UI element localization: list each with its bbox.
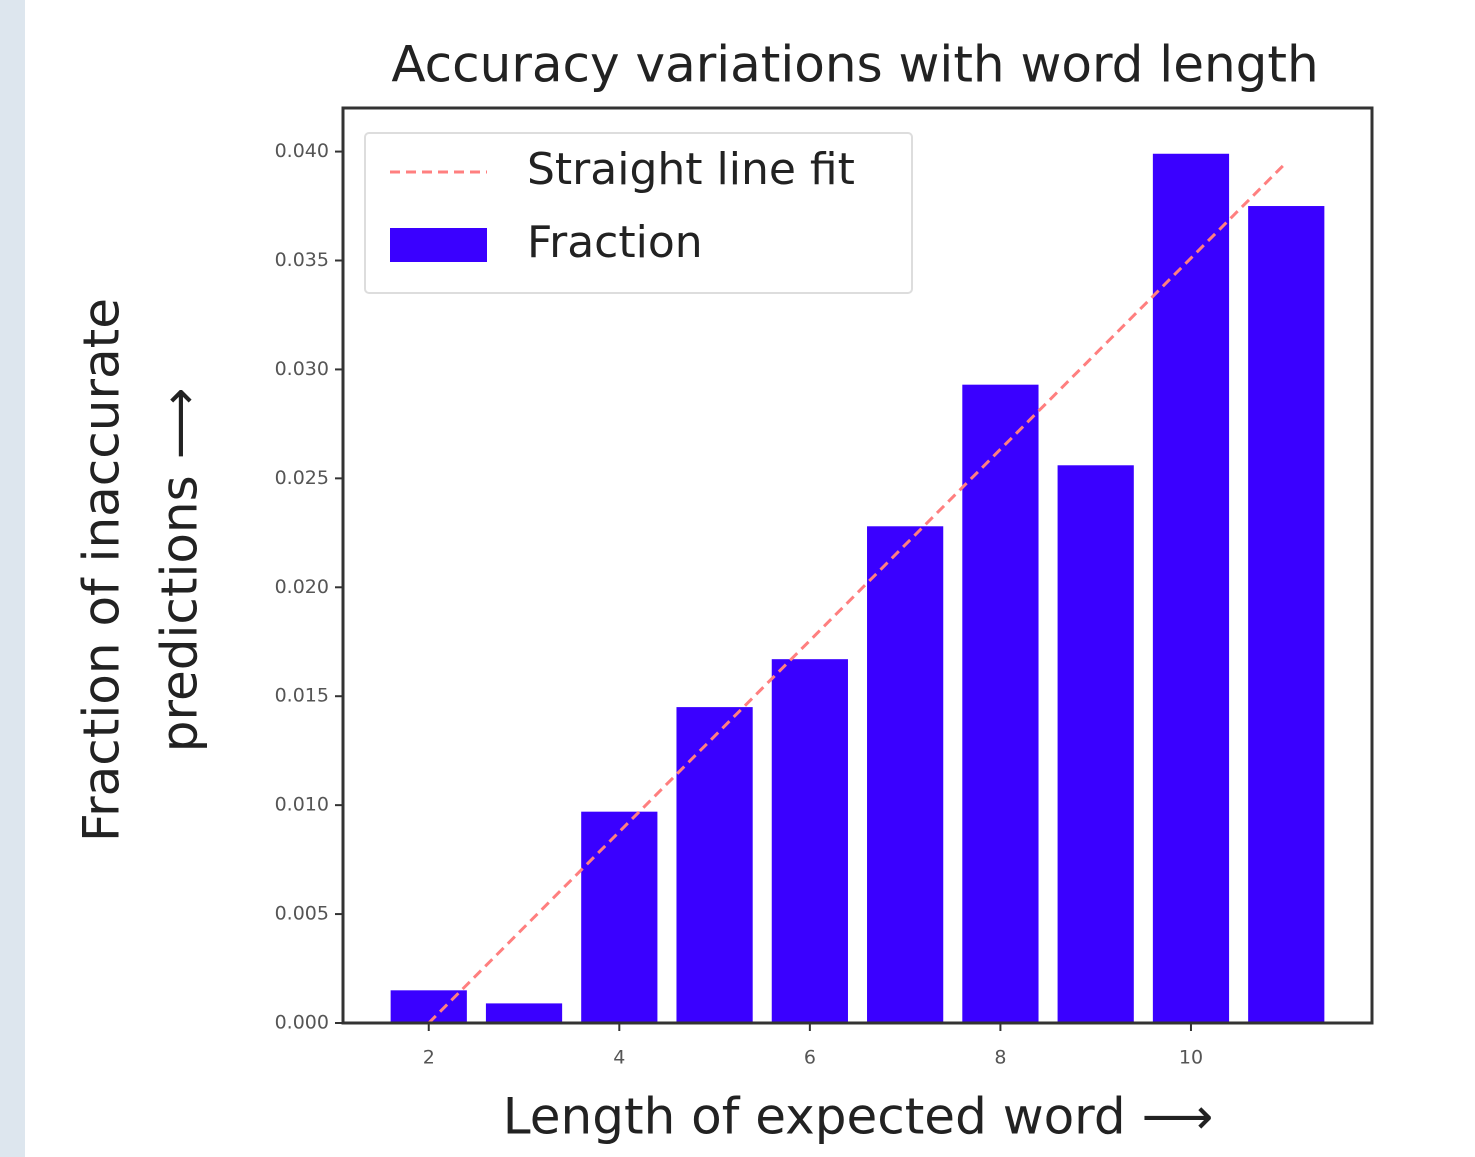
y-tick-label: 0.040 [275,140,329,162]
bar [1152,153,1230,1023]
bar [676,707,753,1023]
y-tick-label: 0.000 [275,1012,329,1034]
legend-box [364,132,913,294]
y-tick-label: 0.025 [275,467,329,489]
x-tick-label: 10 [1179,1047,1203,1069]
x-axis-label: Length of expected word ⟶ [503,1088,1213,1146]
x-tick-label: 6 [804,1047,816,1069]
bar [1057,465,1134,1023]
x-tick-label: 4 [613,1047,625,1069]
y-axis-label: predictions ⟶ [151,388,209,752]
fit-line [427,161,1288,1025]
bar [771,659,848,1023]
legend-swatch [390,228,487,262]
y-tick-label: 0.035 [275,249,329,271]
x-tick-label: 8 [994,1047,1006,1069]
y-tick-label: 0.020 [275,576,329,598]
bar [867,526,944,1023]
y-tick-label: 0.030 [275,358,329,380]
y-tick-label: 0.015 [275,685,329,707]
side-strip [0,0,25,1157]
y-tick-label: 0.010 [275,794,329,816]
x-tick-label: 2 [423,1047,435,1069]
y-tick-label: 0.005 [275,903,329,925]
chart-title: Accuracy variations with word length [391,36,1318,94]
y-axis-label: Fraction of inaccurate [73,298,131,842]
bar [485,1003,563,1023]
bar [1248,206,1325,1024]
legend-label: Straight line fit [527,144,855,195]
plot-frame [341,106,1374,1025]
legend-label: Fraction [527,217,703,268]
bar [581,811,658,1023]
bar [962,384,1039,1023]
